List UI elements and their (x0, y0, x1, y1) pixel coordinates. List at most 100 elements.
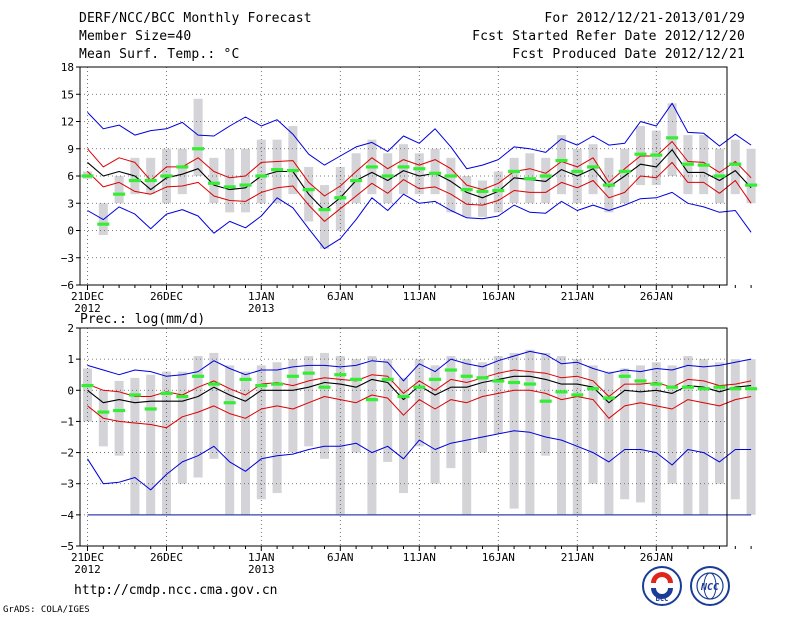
temp-observed-marker (144, 178, 157, 183)
temp-x-year-label: 2013 (248, 302, 275, 315)
temp-observed-marker (666, 136, 679, 140)
prec-observed-marker (81, 384, 94, 388)
prec-spread-box (446, 356, 456, 469)
prec-observed-marker (271, 382, 284, 386)
temp-y-tick-label: −3 (61, 252, 74, 265)
prec-y-tick-label: −2 (61, 447, 74, 460)
prec-q1-line (87, 389, 752, 429)
prec-observed-marker (176, 394, 189, 399)
prec-x-tick-label: 26DEC (150, 551, 183, 564)
temp-observed-marker (587, 165, 600, 169)
prec-observed-marker (634, 379, 647, 383)
prec-observed-marker (302, 371, 315, 375)
prec-spread-box (114, 380, 124, 456)
prec-observed-marker (128, 393, 141, 397)
prec-spread-box (146, 374, 156, 515)
prec-observed-marker (745, 387, 758, 391)
temp-spread-box (509, 157, 519, 204)
temp-observed-marker (81, 174, 94, 178)
temp-y-tick-label: 9 (67, 143, 74, 156)
temp-y-tick-label: 3 (67, 197, 74, 210)
temp-observed-marker (192, 147, 205, 151)
temp-spread-box (430, 148, 440, 195)
chart-title: DERF/NCC/BCC Monthly Forecast (79, 11, 312, 26)
temp-observed-marker (302, 188, 315, 192)
bcc-logo: BCC (642, 566, 682, 606)
temp-observed-marker (602, 183, 615, 187)
prec-observed-marker (397, 394, 410, 399)
temp-observed-marker (239, 183, 252, 187)
temp-x-tick-label: 1JAN (248, 290, 275, 303)
temp-observed-marker (128, 178, 141, 183)
source-url-link[interactable]: http://cmdp.ncc.cma.gov.cn (74, 583, 278, 598)
temp-y-tick-label: 6 (67, 170, 74, 183)
prec-spread-box (541, 352, 551, 456)
temp-observed-marker (476, 189, 489, 194)
temp-spread-box (177, 148, 187, 195)
prec-spread-box (162, 371, 171, 515)
bcc-logo-swirl-red (651, 572, 673, 583)
prec-observed-marker (192, 374, 205, 378)
prec-spread-box (367, 356, 377, 515)
bcc-logo-text: BCC (656, 595, 669, 603)
prec-observed-marker (697, 387, 710, 391)
temp-x-tick-label: 21DEC (71, 290, 104, 303)
prec-observed-marker (539, 399, 552, 403)
prec-spread-box (335, 356, 345, 515)
temp-spread-box (146, 157, 156, 195)
temp-observed-marker (429, 171, 442, 175)
prec-spread-box (588, 365, 598, 484)
prec-observed-marker (144, 407, 157, 411)
temp-observed-marker (223, 185, 236, 189)
prec-spread-box (414, 359, 424, 447)
prec-x-tick-label: 21JAN (561, 551, 594, 564)
temp-spread-box (114, 176, 124, 204)
prec-observed-marker (602, 396, 615, 400)
temp-mean-line (87, 149, 752, 212)
prec-y-tick-label: −3 (61, 478, 74, 491)
prec-x-tick-label: 16JAN (482, 551, 515, 564)
prec-observed-marker (666, 385, 679, 389)
prec-spread-box (620, 368, 630, 500)
prec-min-line (87, 430, 752, 491)
temp-x-tick-label: 26JAN (640, 290, 673, 303)
temp-observed-marker (97, 222, 110, 226)
temp-spread-box (414, 153, 424, 195)
prec-observed-marker (555, 390, 568, 394)
prec-observed-marker (429, 377, 442, 381)
prec-observed-marker (413, 385, 426, 389)
temp-spread-box (746, 148, 756, 204)
prec-observed-marker (508, 380, 521, 385)
temp-q1-line (87, 161, 752, 222)
temp-observed-marker (634, 152, 647, 156)
temp-observed-marker (350, 178, 363, 183)
prec-x-year-label: 2012 (74, 563, 101, 576)
temp-observed-marker (365, 165, 378, 169)
prec-observed-marker (729, 387, 742, 391)
prec-spread-box (715, 362, 724, 484)
prec-spread-box (667, 365, 677, 484)
temp-observed-marker (271, 168, 284, 172)
prec-observed-marker (318, 385, 331, 389)
fcst-produced-label: Fcst Produced Date 2012/12/21 (512, 47, 745, 62)
prec-spread-box (604, 371, 614, 515)
prec-observed-marker (444, 368, 457, 372)
prec-spread-box (730, 359, 740, 500)
prec-spread-box (288, 359, 298, 453)
prec-spread-box (746, 359, 756, 515)
ncc-logo-text: NCC (700, 582, 719, 593)
temp-x-year-label: 2012 (74, 302, 101, 315)
temp-observed-marker (286, 168, 299, 173)
temp-max-line (87, 102, 752, 170)
temp-spread-box (541, 157, 551, 204)
prec-spread-box (304, 356, 314, 447)
member-size-label: Member Size=40 (79, 29, 192, 44)
temp-spread-box (667, 103, 677, 176)
prec-spread-box (683, 356, 693, 515)
temp-observed-marker (444, 174, 457, 178)
temp-spread-box (399, 144, 408, 195)
temperature-panel: −6 −3 0 3 6 9 12 15 18 21DEC 26DEC 1JAN 6JAN 11JAN 16J… (61, 61, 758, 315)
temp-spread-box (446, 157, 456, 213)
prec-observed-marker (365, 398, 378, 402)
